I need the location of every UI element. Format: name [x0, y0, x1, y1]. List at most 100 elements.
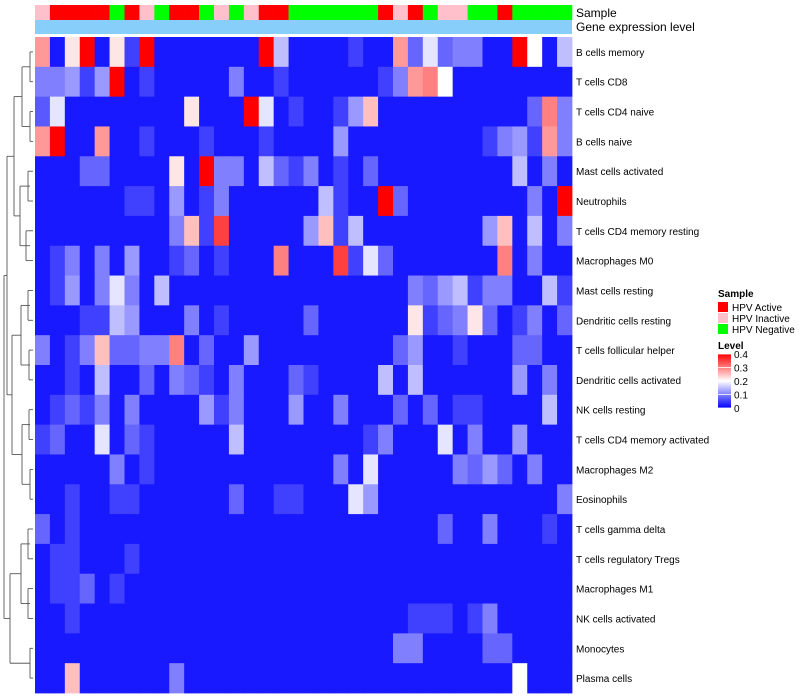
sample-annotation-cell	[557, 5, 573, 20]
heatmap-cell	[184, 335, 200, 366]
heatmap-cell	[482, 126, 498, 157]
heatmap-cell	[378, 543, 394, 575]
heatmap-cell	[407, 424, 424, 455]
heatmap-cell	[542, 394, 558, 426]
heatmap-cell	[258, 96, 275, 127]
heatmap-cell	[169, 573, 185, 604]
sample-annotation-title: Sample	[576, 6, 617, 20]
heatmap-cell	[288, 66, 304, 98]
heatmap-cell	[422, 156, 439, 187]
heatmap-cell	[452, 156, 468, 187]
heatmap-cell	[452, 365, 468, 396]
heatmap-cell	[527, 484, 543, 515]
heatmap-cell	[124, 484, 140, 515]
heatmap-cell	[243, 663, 260, 694]
heatmap-cell	[184, 186, 200, 217]
heatmap-cell	[407, 603, 424, 634]
heatmap-cell	[199, 66, 215, 98]
heatmap-cell	[199, 663, 215, 694]
heatmap-cell	[64, 126, 81, 157]
heatmap-cell	[303, 186, 319, 217]
sample-annotation-cell	[333, 5, 349, 20]
heatmap-cell	[437, 305, 454, 336]
heatmap-cell	[169, 663, 185, 694]
heatmap-cell	[64, 603, 81, 634]
sample-legend-label: HPV Active	[732, 303, 782, 314]
heatmap-cell	[35, 633, 51, 664]
heatmap-cell	[422, 633, 439, 664]
heatmap-cell	[363, 365, 379, 396]
heatmap-cell	[109, 484, 125, 515]
heatmap-cell	[124, 186, 140, 217]
heatmap-cell	[393, 275, 409, 306]
sample-annotation-cell	[169, 5, 185, 20]
heatmap-cell	[497, 186, 513, 217]
heatmap-cell	[124, 573, 140, 604]
heatmap-cell	[169, 156, 185, 187]
heatmap-cell	[214, 365, 230, 396]
heatmap-cell	[49, 156, 66, 187]
heatmap-cell	[497, 633, 513, 664]
heatmap-cell	[318, 633, 334, 664]
heatmap-cell	[422, 394, 439, 426]
heatmap-cell	[154, 126, 170, 157]
heatmap-cell	[452, 394, 468, 426]
heatmap-cell	[557, 215, 573, 247]
heatmap-cell	[527, 37, 543, 68]
heatmap-cell	[288, 365, 304, 396]
heatmap-cell	[407, 514, 424, 545]
heatmap-cell	[452, 424, 468, 455]
heatmap-cell	[199, 484, 215, 515]
heatmap-cell	[363, 305, 379, 336]
level-tick-label: 0.2	[734, 377, 748, 388]
heatmap-cell	[482, 663, 498, 694]
heatmap-cell	[407, 66, 424, 98]
heatmap-cell	[452, 126, 468, 157]
heatmap-cell	[512, 424, 528, 455]
heatmap-cell	[169, 215, 185, 247]
heatmap-cell	[228, 126, 245, 157]
heatmap-cell	[393, 454, 409, 485]
heatmap-cell	[363, 663, 379, 694]
heatmap-cell	[348, 514, 364, 545]
heatmap-cell	[79, 96, 96, 127]
heatmap-cell	[214, 96, 230, 127]
sample-annotation-cell	[228, 5, 245, 20]
heatmap-cell	[437, 335, 454, 366]
heatmap-cell	[214, 514, 230, 545]
heatmap-cell	[228, 543, 245, 575]
heatmap-cell	[199, 454, 215, 485]
heatmap-cell	[214, 305, 230, 336]
heatmap-cell	[512, 633, 528, 664]
heatmap-cell	[497, 543, 513, 575]
heatmap-cell	[393, 305, 409, 336]
heatmap-cell	[154, 335, 170, 366]
heatmap-cell	[527, 245, 543, 276]
heatmap-cell	[243, 424, 260, 455]
heatmap-cell	[184, 424, 200, 455]
heatmap-cell	[258, 454, 275, 485]
heatmap-cell	[154, 424, 170, 455]
heatmap-cell	[109, 335, 125, 366]
sample-annotation-cell	[214, 5, 230, 20]
heatmap-cell	[258, 245, 275, 276]
heatmap-cell	[452, 186, 468, 217]
heatmap-cell	[512, 275, 528, 306]
heatmap-cell	[199, 573, 215, 604]
heatmap-cell	[273, 96, 289, 127]
heatmap-cell	[378, 633, 394, 664]
heatmap-cell	[184, 275, 200, 306]
row-dendrogram	[3, 51, 33, 679]
level-tick-label: 0.3	[734, 364, 748, 375]
heatmap-cell	[184, 156, 200, 187]
heatmap-cell	[139, 484, 155, 515]
heatmap-cell	[363, 573, 379, 604]
heatmap-cell	[273, 514, 289, 545]
heatmap-cell	[303, 305, 319, 336]
sample-annotation-cell	[422, 5, 439, 20]
heatmap-cell	[35, 156, 51, 187]
heatmap-cell	[184, 96, 200, 127]
heatmap-cell	[512, 215, 528, 247]
